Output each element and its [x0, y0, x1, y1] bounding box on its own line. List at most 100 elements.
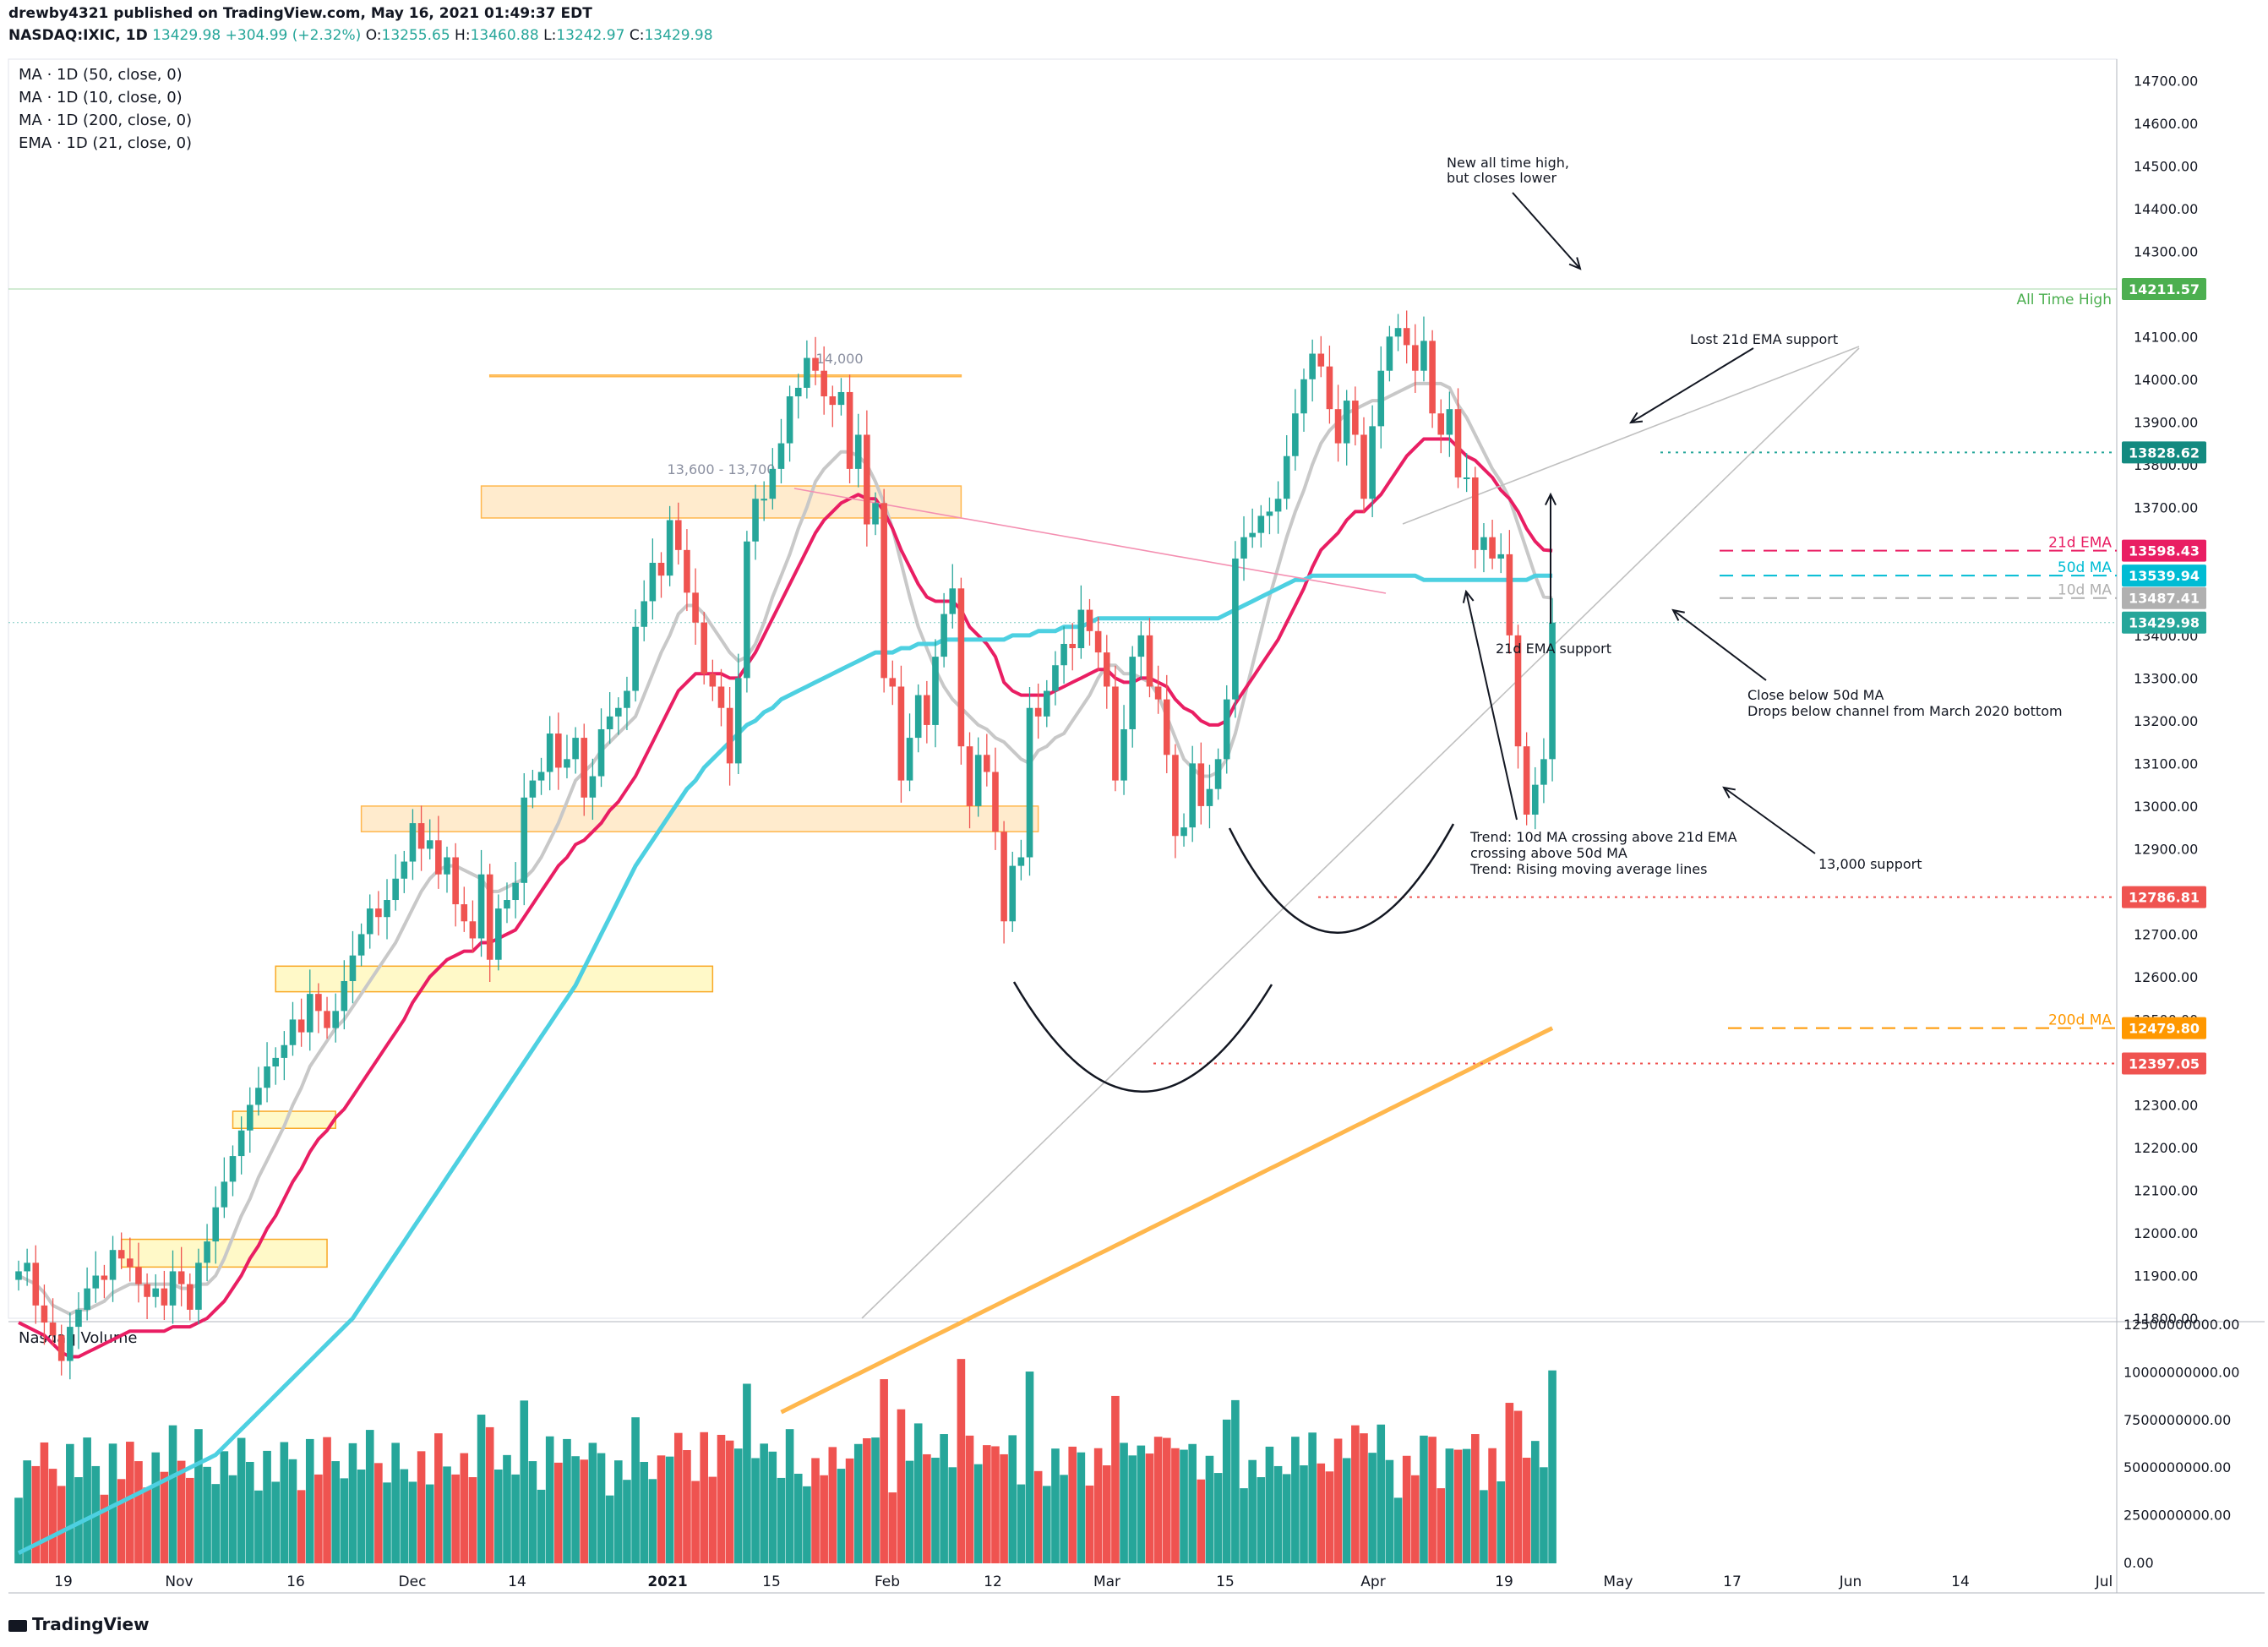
ma200-line — [780, 1026, 1554, 1415]
candle-body — [177, 1271, 185, 1284]
price-tick-label: 12300.00 — [2134, 1097, 2198, 1113]
volume-bar — [940, 1434, 948, 1563]
candle-body — [1394, 328, 1402, 337]
annotation-text: but closes lower — [1447, 170, 1557, 186]
volume-bar — [23, 1460, 31, 1563]
candle-body — [1274, 499, 1282, 512]
volume-bar — [1342, 1458, 1351, 1563]
volume-bar — [537, 1489, 546, 1563]
volume-bar — [1120, 1442, 1128, 1563]
candle-body — [255, 1088, 262, 1105]
volume-bar — [1085, 1485, 1094, 1563]
volume-bar — [1393, 1497, 1403, 1563]
candle-body — [477, 874, 485, 939]
candle-body — [1454, 409, 1462, 477]
volume-bar — [271, 1481, 280, 1563]
candle-body — [589, 776, 597, 798]
candle-body — [264, 1066, 270, 1088]
candle-body — [375, 908, 382, 918]
level-name-label: 21d EMA — [2048, 535, 2112, 552]
cup-curve-march — [1012, 981, 1273, 1093]
volume-bar — [1128, 1455, 1137, 1563]
volume-bar — [408, 1481, 417, 1563]
volume-bar — [434, 1433, 443, 1563]
volume-bar — [1471, 1434, 1480, 1563]
candle-body — [426, 840, 433, 849]
volume-bar — [554, 1462, 563, 1563]
close-value: 13429.98 — [644, 27, 713, 44]
indicator-ma50[interactable]: MA · 1D (50, close, 0) — [19, 66, 183, 84]
volume-bar — [314, 1474, 323, 1563]
volume-tick-label: 7500000000.00 — [2124, 1412, 2231, 1428]
price-badge-value: 13598.43 — [2129, 543, 2200, 559]
candle-body — [692, 592, 699, 623]
volume-bar — [280, 1442, 289, 1563]
candle-body — [75, 1309, 82, 1328]
candle-body — [117, 1250, 125, 1259]
candle-body — [229, 1156, 237, 1182]
volume-bar — [820, 1475, 828, 1563]
channel-lower-line — [861, 347, 1860, 1319]
candle-body — [641, 601, 648, 627]
volume-bar — [563, 1438, 571, 1563]
candle-body — [1283, 455, 1290, 499]
tradingview-logo[interactable]: TradingView — [8, 1614, 150, 1634]
indicator-ma200[interactable]: MA · 1D (200, close, 0) — [19, 112, 193, 129]
candle-body — [1086, 609, 1093, 631]
channel-upper-line — [1402, 346, 1860, 525]
volume-bar — [1248, 1459, 1257, 1563]
price-tick-label: 13700.00 — [2134, 499, 2198, 515]
volume-bar — [1505, 1403, 1514, 1563]
candle-body — [306, 994, 313, 1033]
annotation-text: New all time high, — [1447, 155, 1569, 171]
volume-bar — [186, 1477, 194, 1563]
candle-body — [204, 1241, 210, 1263]
volume-bar — [871, 1437, 880, 1563]
candle-body — [666, 520, 673, 576]
volume-bar — [973, 1464, 983, 1563]
volume-bar — [1282, 1474, 1291, 1563]
volume-bar — [340, 1478, 349, 1563]
volume-bar — [897, 1409, 906, 1563]
volume-bar — [48, 1469, 57, 1563]
volume-bar — [1360, 1433, 1368, 1563]
price-badge — [2122, 441, 2206, 464]
volume-bar — [134, 1461, 143, 1563]
volume-bar — [1402, 1455, 1411, 1563]
indicator-ma10[interactable]: MA · 1D (10, close, 0) — [19, 89, 183, 106]
volume-bar — [425, 1484, 434, 1563]
candle-body — [1240, 537, 1247, 559]
candle-body — [109, 1250, 117, 1280]
candle-body — [1386, 336, 1393, 371]
candle-body — [684, 549, 690, 593]
candle-body — [1120, 728, 1127, 781]
candle-body — [1077, 609, 1085, 649]
volume-bar — [983, 1445, 991, 1563]
price-tick-label: 14500.00 — [2134, 158, 2198, 174]
candle-body — [32, 1263, 40, 1306]
volume-bar — [83, 1437, 91, 1563]
candle-body — [632, 626, 639, 691]
candle-body — [1489, 537, 1496, 559]
candle-body — [1343, 401, 1350, 444]
volume-bar — [485, 1426, 494, 1563]
price-tick-label: 13000.00 — [2134, 799, 2198, 815]
price-badge — [2122, 277, 2206, 300]
price-badge — [2122, 1052, 2206, 1075]
volume-bar — [348, 1442, 357, 1563]
price-tick-label: 14000.00 — [2134, 372, 2198, 388]
candle-body — [49, 1323, 57, 1336]
price-badge — [2122, 539, 2206, 562]
candle-body — [1249, 532, 1256, 537]
volume-bar — [751, 1458, 760, 1563]
volume-bar — [1171, 1448, 1180, 1563]
price-tick-label: 12100.00 — [2134, 1182, 2198, 1198]
indicator-ema21[interactable]: EMA · 1D (21, close, 0) — [19, 134, 193, 152]
volume-bar — [1445, 1448, 1454, 1563]
volume-bar — [1033, 1470, 1043, 1563]
volume-bar — [545, 1436, 554, 1563]
candle-body — [1189, 763, 1196, 828]
time-tick-label: May — [1603, 1573, 1633, 1590]
candle-body — [769, 468, 777, 499]
